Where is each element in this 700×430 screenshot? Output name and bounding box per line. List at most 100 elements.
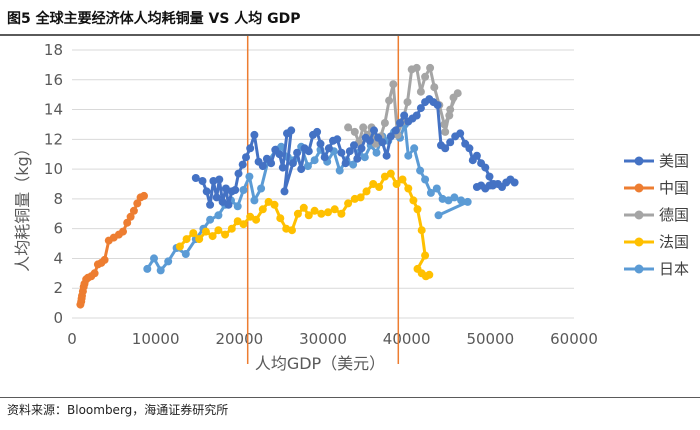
series-layer xyxy=(76,63,519,309)
data-point xyxy=(208,232,217,241)
data-point xyxy=(398,175,407,184)
data-point xyxy=(206,215,215,224)
data-point xyxy=(349,160,358,169)
data-point xyxy=(304,147,313,156)
data-point xyxy=(245,172,254,181)
data-point xyxy=(412,63,421,72)
legend-label: 德国 xyxy=(659,206,689,224)
data-point xyxy=(396,119,404,127)
data-point xyxy=(181,250,190,258)
data-point xyxy=(403,98,412,107)
data-point xyxy=(369,180,378,188)
data-point xyxy=(214,211,223,220)
data-point xyxy=(221,184,230,193)
data-point xyxy=(238,160,247,169)
data-point xyxy=(215,175,224,184)
y-tick-label: 0 xyxy=(53,309,63,327)
series xyxy=(344,63,462,148)
data-point xyxy=(404,151,413,160)
data-point xyxy=(386,169,395,178)
data-point xyxy=(375,183,384,191)
data-point xyxy=(360,153,369,162)
data-point xyxy=(425,270,434,279)
data-point xyxy=(341,159,350,168)
data-point xyxy=(297,165,306,174)
data-point xyxy=(317,209,326,218)
data-point xyxy=(277,142,286,151)
data-point xyxy=(350,141,358,150)
data-point xyxy=(257,184,266,193)
data-point xyxy=(416,104,425,113)
source-note: 资料来源：Bloomberg，海通证券研究所 xyxy=(7,403,229,417)
legend-label: 日本 xyxy=(659,260,689,278)
data-point xyxy=(258,162,267,171)
data-point xyxy=(100,255,109,264)
y-tick-label: 4 xyxy=(53,249,63,267)
data-point xyxy=(409,196,418,205)
data-point xyxy=(380,172,389,181)
data-point xyxy=(150,254,158,263)
legend-swatch-marker xyxy=(634,156,644,166)
data-point xyxy=(356,193,365,202)
data-point xyxy=(446,138,455,147)
data-point xyxy=(510,178,519,187)
data-point xyxy=(453,89,462,98)
series xyxy=(191,95,519,209)
data-point xyxy=(430,83,439,92)
data-point xyxy=(276,214,285,223)
data-point xyxy=(224,200,233,209)
data-point xyxy=(231,186,240,194)
data-point xyxy=(335,166,344,175)
data-point xyxy=(90,269,99,278)
y-tick-label: 14 xyxy=(44,101,63,119)
data-point xyxy=(233,202,242,211)
title-bar: 图5 全球主要经济体人均耗铜量 VS 人均 GDP xyxy=(0,0,700,36)
x-axis-label: 人均GDP（美元） xyxy=(255,354,385,373)
data-point xyxy=(218,197,227,206)
legend-swatch-marker xyxy=(634,264,644,274)
data-point xyxy=(191,174,200,182)
reference-lines xyxy=(246,36,400,364)
data-point xyxy=(310,156,319,165)
data-point xyxy=(123,218,132,227)
data-point xyxy=(416,87,425,96)
legend-item: 法国 xyxy=(624,233,689,251)
data-point xyxy=(446,105,455,114)
data-point xyxy=(457,196,466,205)
data-point xyxy=(287,126,296,135)
data-point xyxy=(278,163,287,172)
data-point xyxy=(337,209,346,218)
data-point xyxy=(129,206,138,215)
data-point xyxy=(456,129,465,138)
data-point xyxy=(365,136,374,145)
data-point xyxy=(412,111,421,120)
data-point xyxy=(182,235,191,244)
data-point xyxy=(370,126,378,135)
x-tick-label: 20000 xyxy=(215,330,263,348)
y-tick-label: 16 xyxy=(44,71,63,89)
data-point xyxy=(481,163,490,172)
y-tick-label: 2 xyxy=(53,279,63,297)
data-point xyxy=(195,235,204,244)
figure-title: 图5 全球主要经济体人均耗铜量 VS 人均 GDP xyxy=(7,11,301,27)
y-axis-label: 人均耗铜量（kg） xyxy=(13,140,32,271)
x-tick-label: 40000 xyxy=(383,330,431,348)
x-tick-label: 30000 xyxy=(299,330,347,348)
data-point xyxy=(264,197,273,206)
legend-item: 美国 xyxy=(624,152,689,170)
data-point xyxy=(239,220,248,229)
data-point xyxy=(252,215,261,224)
y-tick-label: 8 xyxy=(53,190,63,208)
data-point xyxy=(198,177,207,185)
y-tick-label: 12 xyxy=(44,130,63,148)
copper-vs-gdp-chart: 0 2 4 6 8 10 12 14 16 18 0 10000 20000 30000 40000 500… xyxy=(13,36,689,373)
data-point xyxy=(143,264,152,273)
data-point xyxy=(324,208,332,217)
data-point xyxy=(400,111,409,120)
data-point xyxy=(202,187,211,196)
data-point xyxy=(426,63,435,72)
data-point xyxy=(206,200,215,209)
series xyxy=(143,120,472,275)
y-tick-label: 18 xyxy=(44,41,63,59)
data-point xyxy=(234,169,243,178)
